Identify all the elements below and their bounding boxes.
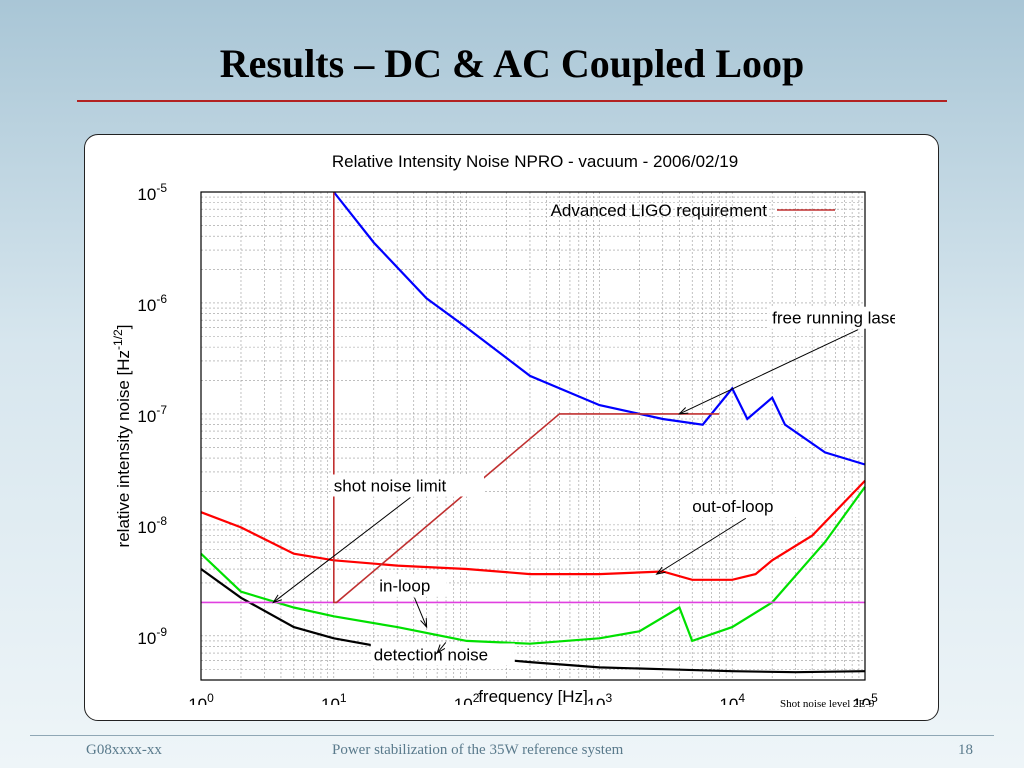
annotation-bg [689,495,797,518]
x-tick-label: 104 [719,691,745,705]
slide-title: Results – DC & AC Coupled Loop [219,41,805,86]
annotation-bg [370,643,515,666]
annotation-label: shot noise limit [334,476,447,495]
legend-label: Advanced LIGO requirement [551,201,768,220]
annotation-arrow [656,517,747,575]
x-tick-label: 102 [454,691,480,705]
chart-title: Relative Intensity Noise NPRO - vacuum -… [332,152,738,171]
annotation-label: free running laser [772,309,895,328]
series-advanced-ligo-requirement [333,192,720,604]
figure-frame [84,134,939,721]
y-tick-label: 10-6 [137,292,167,315]
annotation-label: out-of-loop [692,497,773,516]
annotation-arrow [414,597,428,628]
y-axis-label: relative intensity noise [Hz-1/2] [111,325,133,548]
annotations: free running laser out-of-loop shot noise … [272,306,895,666]
series-free-running-laser [332,191,866,466]
y-tick-label: 10-8 [137,514,167,537]
x-tick-label: 101 [321,691,347,705]
annotation-arrow [679,329,859,415]
annotation-arrowhead [678,407,689,415]
page-number: 18 [958,742,973,758]
x-tick-label: 100 [188,691,214,705]
annotation-label: detection noise [374,645,488,664]
series-layer [200,191,866,674]
series-in-loop [200,486,866,645]
footer-divider [30,735,994,736]
annotation-arrow [272,497,411,603]
annotation-bg [330,474,484,497]
annotation-arrowhead [436,644,446,655]
annotation-arrowhead [420,618,428,629]
annotation-arrowhead [655,566,666,575]
series-out-of-loop [200,479,866,581]
title-divider [77,100,947,102]
annotation-arrowhead [272,594,282,604]
x-axis-label: frequency [Hz] [478,687,588,705]
plot-area [200,191,866,681]
legend: Advanced LIGO requirement [551,201,835,220]
annotation-label: in-loop [379,577,430,596]
x-tick-label: 103 [587,691,613,705]
footer-doc-id: G08xxxx-xx [86,742,162,758]
y-tick-label: 10-7 [137,403,167,426]
series-detection-noise [200,568,866,674]
annotation-bg [376,574,447,597]
tick-labels: 100 101 102 103 104 105 10-5 10-6 10-7 10-8 10-9 [137,181,878,705]
shot-noise-note: Shot noise level 2E-9 [780,698,875,710]
annotation-arrow [436,642,447,654]
annotation-bg [769,306,895,329]
y-tick-label: 10-5 [137,181,167,204]
x-tick-label: 105 [852,691,878,705]
footer-subject: Power stabilization of the 35W reference… [332,742,624,758]
rin-chart: Relative Intensity Noise NPRO - vacuum -… [111,152,895,705]
y-tick-label: 10-9 [137,625,167,648]
